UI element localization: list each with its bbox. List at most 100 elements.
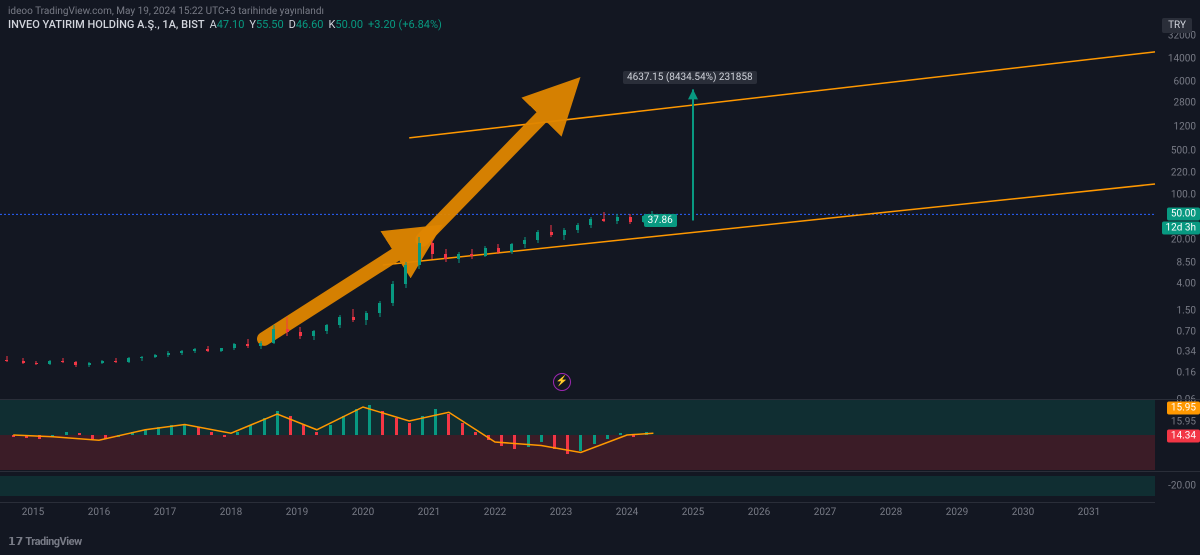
x-tick: 2029 [946, 507, 968, 518]
x-tick: 2016 [88, 507, 110, 518]
candle [444, 36, 447, 400]
candle [576, 36, 579, 400]
candle [563, 36, 566, 400]
candle [365, 36, 368, 400]
candle [470, 36, 473, 400]
x-tick: 2020 [352, 507, 374, 518]
y-tick: 220.0 [1171, 168, 1196, 179]
candle [246, 36, 249, 400]
candle [193, 36, 196, 400]
x-tick: 2025 [682, 507, 704, 518]
candle [35, 36, 38, 400]
price-chart[interactable]: 4637.15 (8434.54%) 23185837.86⚡ [0, 36, 1155, 400]
ohlc-h: Y55.50 [249, 18, 283, 31]
candle [352, 36, 355, 400]
candle [48, 36, 51, 400]
x-tick: 2018 [220, 507, 242, 518]
tradingview-logo[interactable]: TradingView [25, 535, 81, 548]
candle [378, 36, 381, 400]
symbol-legend: INVEO YATIRIM HOLDİNG A.Ş., 1A, BIST A47… [8, 18, 442, 31]
candle [457, 36, 460, 400]
rsi-fill [0, 476, 1155, 496]
candle [220, 36, 223, 400]
candle [5, 36, 8, 400]
macd-tick: 15.95 [1171, 417, 1196, 428]
candle [497, 36, 500, 400]
candle [602, 36, 605, 400]
y-tick: 0.70 [1177, 327, 1197, 338]
y-tick: 2800 [1174, 98, 1196, 109]
macd-pane[interactable] [0, 400, 1155, 470]
y-tick: 1200 [1174, 121, 1196, 132]
x-tick: 2027 [814, 507, 836, 518]
candle [629, 36, 632, 400]
candle [431, 36, 434, 400]
candle [154, 36, 157, 400]
candle [74, 36, 77, 400]
y-tick: 20.00 [1171, 234, 1196, 245]
candle [127, 36, 130, 400]
candle [651, 36, 654, 400]
candle [22, 36, 25, 400]
x-tick: 2030 [1012, 507, 1034, 518]
candle [312, 36, 315, 400]
x-tick: 2031 [1078, 507, 1100, 518]
time-axis[interactable]: 2015201620172018201920202021202220232024… [0, 502, 1155, 525]
candle [233, 36, 236, 400]
candle [338, 36, 341, 400]
y-tick: 4.00 [1177, 279, 1197, 290]
candle [286, 36, 289, 400]
candle [616, 36, 619, 400]
candle [180, 36, 183, 400]
candle [140, 36, 143, 400]
x-tick: 2028 [880, 507, 902, 518]
x-tick: 2019 [286, 507, 308, 518]
currency-button[interactable]: TRY [1162, 18, 1192, 33]
y-tick: 8.50 [1177, 258, 1197, 269]
candle [589, 36, 592, 400]
candle [536, 36, 539, 400]
candle [523, 36, 526, 400]
candle [391, 36, 394, 400]
countdown-tag: 12d 3h [1162, 222, 1200, 235]
y-tick: 0.34 [1177, 347, 1197, 358]
price-axis[interactable]: 3200014000600028001200500.0220.0100.050.… [1155, 36, 1200, 400]
ohlc-l: D46.60 [289, 18, 324, 31]
candle [259, 36, 262, 400]
ohlc-o: A47.10 [210, 18, 245, 31]
y-tick: 0.16 [1177, 367, 1197, 378]
candle [299, 36, 302, 400]
price-axis-tag: 50.00 [1167, 208, 1200, 221]
x-tick: 2022 [484, 507, 506, 518]
candle [325, 36, 328, 400]
rsi-pane[interactable] [0, 472, 1155, 500]
candle [114, 36, 117, 400]
candle [510, 36, 513, 400]
price-callout: 37.86 [644, 214, 677, 227]
candle [61, 36, 64, 400]
macd-tag: 15.95 [1167, 402, 1200, 415]
y-tick: 1.50 [1177, 306, 1197, 317]
y-tick: 100.0 [1171, 190, 1196, 201]
macd-axis[interactable]: 15.95 15.95 14.34 [1155, 400, 1200, 470]
ohlc-chg: +3.20 (+6.84%) [368, 18, 442, 31]
x-tick: 2026 [748, 507, 770, 518]
x-tick: 2017 [154, 507, 176, 518]
x-tick: 2021 [418, 507, 440, 518]
y-tick: 500.0 [1171, 145, 1196, 156]
ticker-label[interactable]: INVEO YATIRIM HOLDİNG A.Ş., 1A, BIST [8, 18, 205, 31]
x-tick: 2024 [616, 507, 638, 518]
macd-tag: 14.34 [1167, 430, 1200, 443]
rsi-axis[interactable]: -20.00 [1155, 472, 1200, 500]
candle [404, 36, 407, 400]
y-tick: 6000 [1174, 77, 1196, 88]
candle [642, 36, 645, 400]
rsi-tick: -20.00 [1168, 481, 1196, 492]
candle [206, 36, 209, 400]
candle [418, 36, 421, 400]
candle [484, 36, 487, 400]
footer: 𝟭𝟳TradingView [0, 527, 1200, 555]
x-tick: 2015 [22, 507, 44, 518]
candle [550, 36, 553, 400]
ohlc-c: K50.00 [329, 18, 364, 31]
